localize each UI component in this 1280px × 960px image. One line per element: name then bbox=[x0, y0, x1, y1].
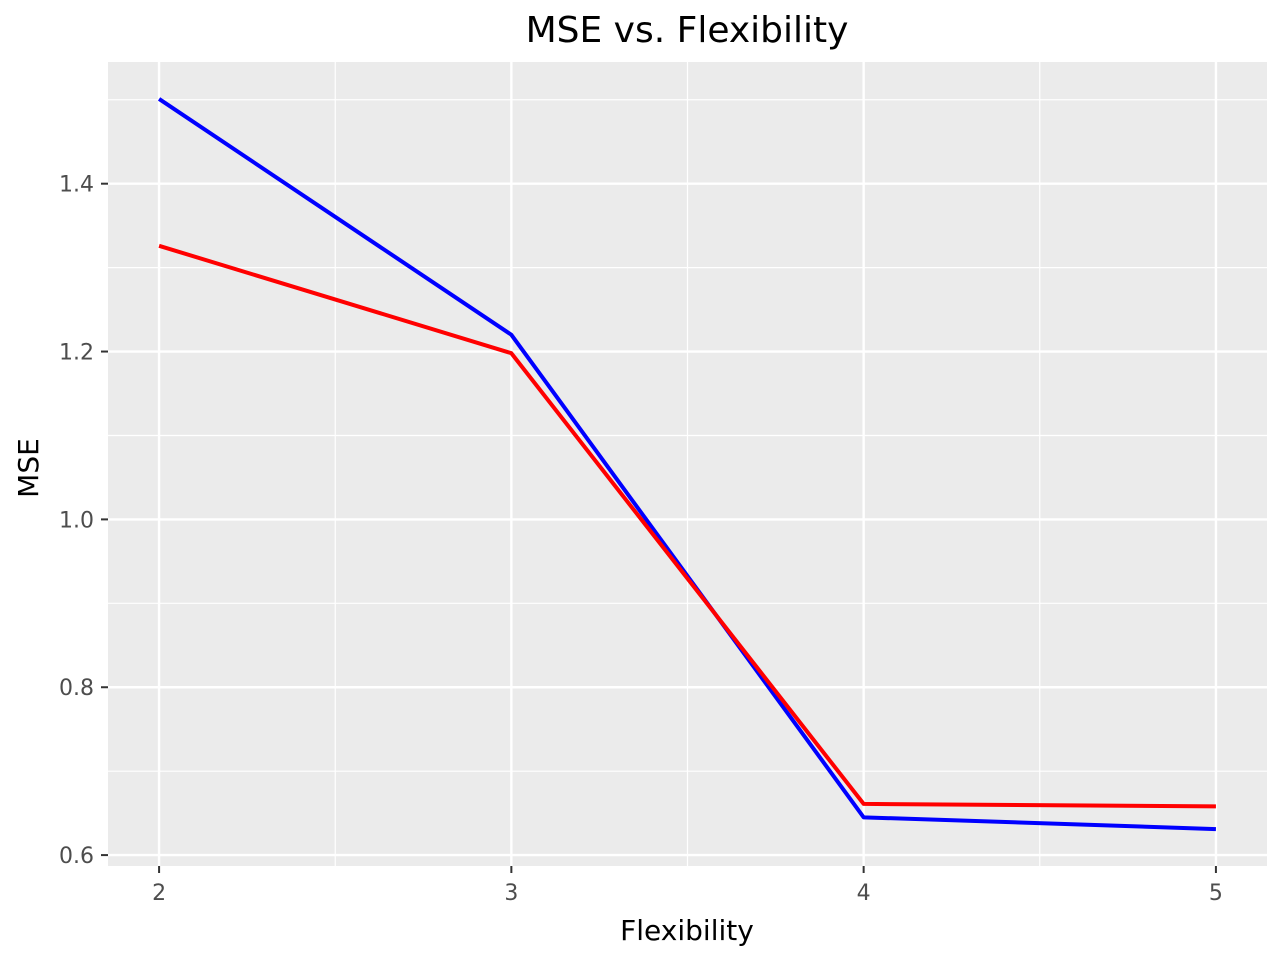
x-tick-label: 2 bbox=[152, 881, 166, 906]
major-gridlines bbox=[108, 62, 1267, 866]
x-axis-title: Flexibility bbox=[620, 914, 754, 947]
series-line-2 bbox=[158, 243, 1216, 809]
x-tick-label: 4 bbox=[857, 881, 871, 906]
y-tick-label: 1.0 bbox=[59, 508, 94, 533]
y-axis-title: MSE bbox=[12, 438, 45, 498]
y-tick-label: 1.2 bbox=[59, 341, 94, 366]
chart-title: MSE vs. Flexibility bbox=[526, 10, 849, 51]
y-tick-label: 0.6 bbox=[59, 844, 94, 869]
series-lines bbox=[157, 97, 1216, 832]
x-tick-label: 5 bbox=[1209, 881, 1223, 906]
minor-gridlines bbox=[108, 62, 1267, 866]
x-axis: 2 3 4 5 bbox=[152, 866, 1223, 906]
y-tick-label: 0.8 bbox=[59, 676, 94, 701]
y-tick-label: 1.4 bbox=[59, 173, 94, 198]
x-tick-label: 3 bbox=[504, 881, 518, 906]
y-axis: 0.6 0.8 1.0 1.2 1.4 bbox=[59, 173, 108, 869]
